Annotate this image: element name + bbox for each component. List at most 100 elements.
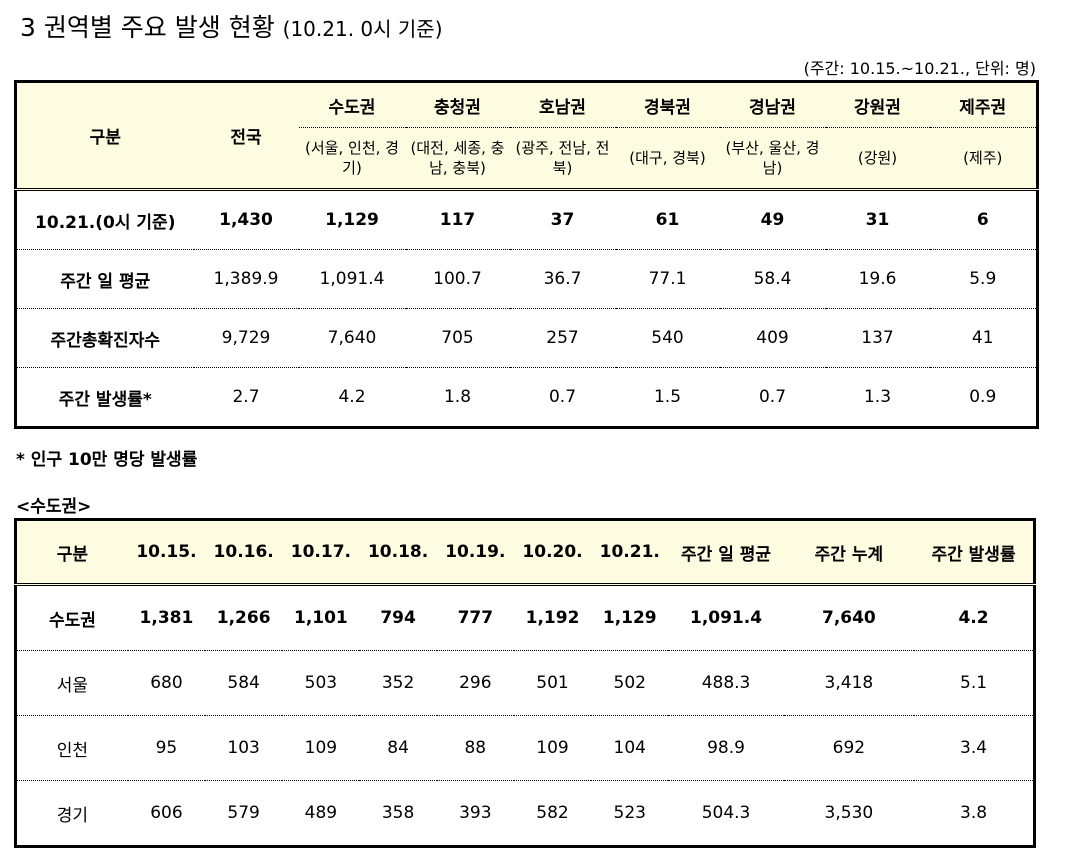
table-cell: 579: [205, 780, 283, 847]
header-cell: 주간 발생률: [914, 519, 1035, 585]
table-cell: 0.7: [719, 367, 826, 428]
table-cell: 1.5: [615, 367, 720, 428]
table-cell: 1,192: [513, 583, 592, 651]
header-cell: 10.16.: [205, 519, 283, 585]
region-detail: (광주, 전남, 전북): [509, 127, 616, 190]
table-cell: 100.7: [405, 249, 510, 309]
table-cell: 37: [509, 188, 616, 250]
table-cell: 7,640: [298, 308, 406, 368]
header-cell: 주간 일 평균: [668, 519, 784, 585]
table-cell: 503: [282, 650, 360, 716]
header-cell: 구분: [15, 81, 194, 190]
region-detail: (서울, 인천, 경기): [298, 127, 406, 190]
region-name: 강원권: [825, 81, 930, 128]
row-label: 10.21.(0시 기준): [15, 188, 194, 250]
table-cell: 489: [282, 780, 360, 847]
table-cell: 5.1: [914, 650, 1035, 716]
region-detail: (대구, 경북): [615, 127, 720, 190]
table-cell: 1.8: [405, 367, 510, 428]
table-cell: 3,530: [783, 780, 915, 847]
table-cell: 584: [205, 650, 283, 716]
table-cell: 501: [513, 650, 592, 716]
region-detail: (대전, 세종, 충남, 충북): [405, 127, 510, 190]
table-cell: 49: [719, 188, 826, 250]
row-label: 수도권: [15, 583, 128, 651]
row-label: 주간 일 평균: [15, 249, 194, 309]
header-cell: 10.20.: [513, 519, 592, 585]
region-name: 호남권: [509, 81, 616, 128]
title-subtitle: (10.21. 0시 기준): [282, 17, 443, 41]
table-cell: 1,129: [298, 188, 406, 250]
table-cell: 117: [405, 188, 510, 250]
header-cell: 10.19.: [436, 519, 514, 585]
region-name: 충청권: [405, 81, 510, 128]
table-cell: 4.2: [914, 583, 1035, 651]
table-cell: 109: [513, 715, 592, 781]
table-cell: 1,381: [127, 583, 206, 651]
table-cell: 0.9: [929, 367, 1038, 428]
table-row: 주간 일 평균 1,389.9 1,091.4 100.7 36.7 77.1 …: [15, 249, 1038, 309]
title-main: 3 권역별 주요 발생 현황: [20, 13, 275, 42]
table-cell: 109: [282, 715, 360, 781]
table-cell: 777: [436, 583, 514, 651]
header-cell: 구분: [15, 519, 128, 585]
header-cell: 10.21.: [591, 519, 669, 585]
table-row: 인천 95 103 109 84 88 109 104 98.9 692 3.4: [15, 715, 1035, 781]
table-cell: 409: [719, 308, 826, 368]
header-cell: 10.18.: [359, 519, 437, 585]
region-name: 제주권: [929, 81, 1038, 128]
table-cell: 0.7: [509, 367, 616, 428]
table-cell: 523: [591, 780, 669, 847]
header-cell: 전국: [193, 81, 299, 190]
table-cell: 84: [359, 715, 437, 781]
table-cell: 1,389.9: [193, 249, 299, 309]
table-cell: 88: [436, 715, 514, 781]
header-cell: 10.17.: [282, 519, 360, 585]
table-row: 주간 발생률* 2.7 4.2 1.8 0.7 1.5 0.7 1.3 0.9: [15, 367, 1038, 428]
table-cell: 393: [436, 780, 514, 847]
table-cell: 1.3: [825, 367, 930, 428]
table-cell: 77.1: [615, 249, 720, 309]
table-cell: 1,091.4: [668, 583, 784, 651]
table-cell: 582: [513, 780, 592, 847]
table-cell: 2.7: [193, 367, 299, 428]
footnote: * 인구 10만 명당 발생률: [16, 450, 198, 470]
table-cell: 296: [436, 650, 514, 716]
table-row: 주간총확진자수 9,729 7,640 705 257 540 409 137 …: [15, 308, 1038, 368]
region-name: 수도권: [298, 81, 406, 128]
table-cell: 504.3: [668, 780, 784, 847]
table-cell: 502: [591, 650, 669, 716]
table-header-row: 구분 10.15. 10.16. 10.17. 10.18. 10.19. 10…: [15, 519, 1035, 585]
table-row: 10.21.(0시 기준) 1,430 1,129 117 37 61 49 3…: [15, 188, 1038, 250]
table-cell: 1,266: [205, 583, 283, 651]
table-cell: 41: [929, 308, 1038, 368]
capital-area-table: 구분 10.15. 10.16. 10.17. 10.18. 10.19. 10…: [14, 518, 1036, 848]
table-cell: 3.8: [914, 780, 1035, 847]
table-cell: 61: [615, 188, 720, 250]
table-cell: 352: [359, 650, 437, 716]
table-cell: 58.4: [719, 249, 826, 309]
section-label: <수도권>: [16, 497, 92, 517]
table-cell: 98.9: [668, 715, 784, 781]
row-label: 인천: [15, 715, 128, 781]
table-cell: 103: [205, 715, 283, 781]
region-name: 경남권: [719, 81, 826, 128]
row-label: 주간총확진자수: [15, 308, 194, 368]
table-cell: 794: [359, 583, 437, 651]
row-label: 주간 발생률*: [15, 367, 194, 428]
table-cell: 5.9: [929, 249, 1038, 309]
region-detail: (강원): [825, 127, 930, 190]
table-cell: 705: [405, 308, 510, 368]
table-cell: 1,430: [193, 188, 299, 250]
table-cell: 104: [591, 715, 669, 781]
table-cell: 692: [783, 715, 915, 781]
table-row: 경기 606 579 489 358 393 582 523 504.3 3,5…: [15, 780, 1035, 847]
table-cell: 606: [127, 780, 206, 847]
table-cell: 1,101: [282, 583, 360, 651]
header-cell: 주간 누계: [783, 519, 915, 585]
page-title: 3 권역별 주요 발생 현황 (10.21. 0시 기준): [20, 8, 443, 44]
header-cell: 10.15.: [127, 519, 206, 585]
row-label: 서울: [15, 650, 128, 716]
region-detail: (제주): [929, 127, 1038, 190]
table-cell: 6: [929, 188, 1038, 250]
